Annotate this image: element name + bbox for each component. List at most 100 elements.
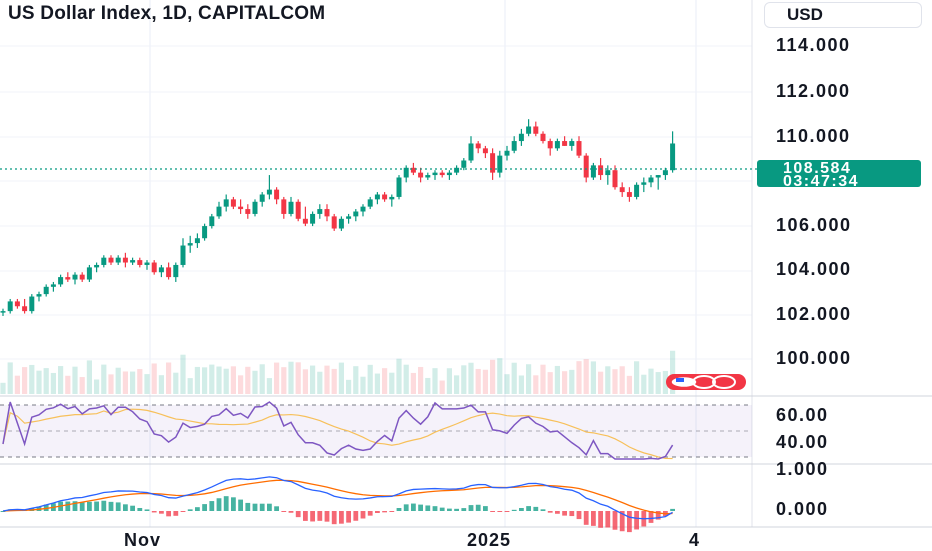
volume-bar (324, 365, 330, 394)
rsi-line (2, 401, 674, 460)
candle (122, 257, 128, 263)
volume-bar (115, 367, 121, 394)
macd-histogram-bar (468, 505, 474, 511)
price-tick: 114.000 (776, 35, 851, 55)
macd-histogram-bar (583, 511, 589, 525)
last-price-badge[interactable]: 108.584 03:47:34 (757, 160, 921, 190)
volume-bar (288, 361, 294, 394)
volume-bar (374, 373, 380, 394)
candle (223, 199, 229, 207)
symbol-title[interactable]: US Dollar Index, 1D, CAPITALCOM (8, 3, 326, 24)
candle (497, 155, 503, 173)
macd-histogram-bar (43, 504, 49, 511)
macd-histogram-bar (360, 511, 366, 519)
volume-bar (302, 369, 308, 394)
candle (353, 211, 359, 217)
volume-bar (482, 369, 488, 394)
volume-bar (144, 374, 150, 394)
volume-bar (403, 364, 409, 394)
volume-bar (418, 366, 424, 394)
macd-histogram-bar (123, 504, 128, 511)
volume-bar (446, 368, 452, 394)
candle (590, 165, 596, 178)
candle (554, 141, 560, 149)
volume-bar (58, 366, 64, 394)
macd-histogram-bar (432, 506, 438, 511)
us-flag-icon[interactable] (666, 374, 746, 390)
volume-bar (648, 368, 654, 394)
candle (43, 286, 49, 295)
macd-histogram-bar (295, 511, 301, 518)
price-tick: 100.000 (776, 348, 852, 368)
volume-bar (389, 372, 395, 394)
macd-histogram-bar (569, 511, 575, 517)
candle (166, 267, 172, 278)
price-tick: 104.000 (776, 259, 852, 279)
candle (0, 311, 6, 313)
volume-bar (14, 375, 20, 394)
candle (396, 177, 402, 197)
volume-bar (180, 354, 186, 394)
volume-bar (130, 371, 136, 394)
macd-histogram-bar (303, 511, 308, 521)
volume-bar (439, 380, 445, 394)
macd-histogram-bar (0, 511, 6, 512)
candle (655, 175, 661, 178)
macd-histogram-bar (411, 503, 416, 511)
volume-bar (410, 372, 416, 394)
volume-bar (554, 365, 560, 394)
macd-histogram-bar (454, 508, 459, 511)
volume-bar (158, 375, 164, 394)
volume-bar (454, 375, 460, 394)
candle (619, 187, 625, 193)
macd-histogram-bar (439, 507, 445, 511)
volume-bar (7, 362, 13, 394)
candle (101, 257, 107, 265)
macd-histogram-bar (245, 502, 251, 511)
candle (360, 206, 366, 212)
volume-bar (367, 364, 373, 394)
macd-histogram-bar (87, 501, 92, 511)
macd-histogram-bar (173, 511, 179, 516)
volume-bar (346, 379, 352, 394)
macd-histogram-bar (367, 511, 373, 516)
candle (252, 201, 258, 214)
price-tick: 102.000 (776, 304, 852, 324)
volume-bar (216, 366, 222, 394)
candle (439, 172, 445, 176)
rsi-tick: 60.00 (776, 405, 829, 425)
macd-histogram-bar (504, 511, 510, 512)
time-label: Nov (124, 530, 162, 550)
macd-histogram-bar (202, 504, 207, 511)
volume-bar (166, 362, 172, 394)
macd-histogram-bar (238, 499, 243, 511)
volume-bar (425, 377, 431, 394)
volume-bar (310, 365, 316, 394)
volume-bar (526, 364, 532, 394)
candle (238, 206, 244, 210)
currency-button[interactable]: USD (764, 2, 922, 28)
volume-bar (245, 366, 251, 394)
volume-bar (540, 364, 546, 394)
candle (259, 194, 265, 202)
candle (194, 238, 200, 244)
volume-bar (202, 367, 208, 394)
candle (605, 170, 611, 176)
macd-histogram-bar (519, 507, 524, 511)
macd-histogram-bar (79, 502, 85, 511)
macd-histogram-bar (627, 511, 632, 533)
volume-bar (29, 364, 35, 394)
volume-bar (295, 362, 301, 394)
candle (266, 189, 272, 195)
candle (331, 216, 337, 229)
candle (72, 274, 78, 280)
macd-histogram-bar (612, 511, 618, 530)
macd-histogram-bar (447, 508, 452, 511)
candle (367, 199, 373, 207)
candle (274, 189, 280, 200)
macd-histogram-bar (418, 504, 423, 511)
volume-bar (562, 371, 568, 394)
candle (418, 172, 424, 178)
macd-histogram-bar (101, 500, 107, 511)
